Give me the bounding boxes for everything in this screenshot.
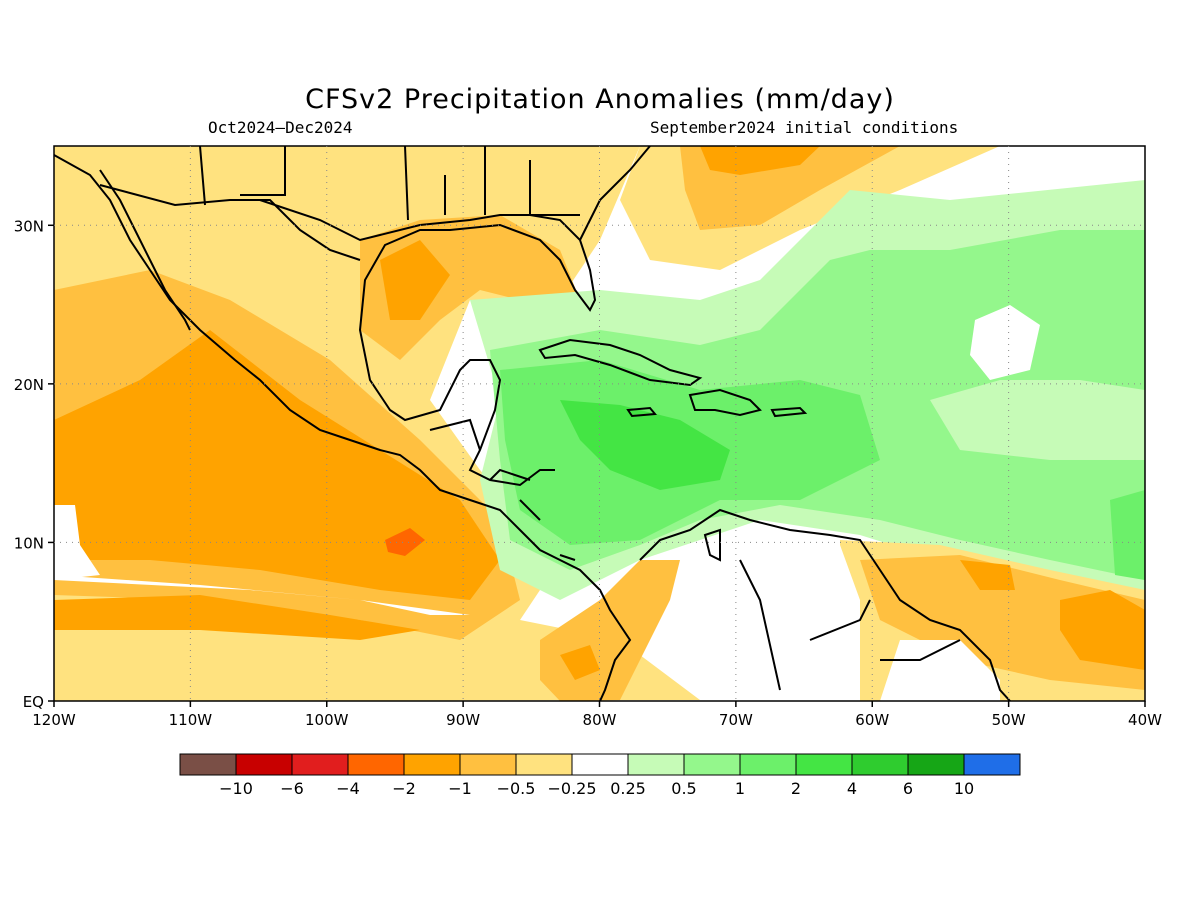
colorbar-swatch (291, 753, 349, 776)
colorbar: −10 −6 −4 −2 −1 −0.5 −0.25 0.25 0.5 1 2 4 6 10 (179, 753, 1021, 798)
coastline-hispaniola (688, 388, 762, 417)
coastline-lake-maracaibo (703, 528, 721, 562)
colorbar-label: 4 (847, 779, 857, 798)
colorbar-label: 2 (791, 779, 801, 798)
colorbar-label: −6 (280, 779, 304, 798)
colorbar-label: −1 (448, 779, 472, 798)
colorbar-label: −10 (219, 779, 253, 798)
colorbar-label: 6 (903, 779, 913, 798)
anomaly-field (54, 146, 1145, 701)
coastline-jamaica (626, 406, 657, 418)
colorbar-swatch (907, 753, 965, 776)
atlantic-white-patch-1 (970, 305, 1040, 380)
colorbar-swatch (739, 753, 797, 776)
colorbar-label: −2 (392, 779, 416, 798)
lon-tick-label: 60W (855, 711, 889, 729)
colorbar-label: 0.25 (610, 779, 646, 798)
colorbar-swatch (851, 753, 909, 776)
colorbar-swatch (683, 753, 741, 776)
lon-tick-label: 70W (719, 711, 753, 729)
colorbar-swatch (795, 753, 853, 776)
lon-tick-label: 90W (446, 711, 480, 729)
caribbean-wet-core (560, 400, 730, 490)
colorbar-swatch (459, 753, 517, 776)
south-atlantic-dry-moderate (860, 555, 1145, 690)
coastline-us-east (579, 146, 651, 241)
atlantic-north-dry-strong (700, 146, 820, 175)
atlantic-white-patch-2 (930, 380, 1145, 460)
latitude-axis: EQ 10N 20N 30N (14, 217, 54, 711)
colorbar-label: 0.5 (671, 779, 696, 798)
coastline-cuba (538, 338, 703, 387)
colorbar-swatch (963, 753, 1021, 776)
lat-tick-label: 30N (14, 217, 44, 235)
lon-tick-label: 110W (169, 711, 213, 729)
lon-tick-label: 40W (1128, 711, 1162, 729)
colorbar-label: −0.25 (547, 779, 596, 798)
pacific-dry-band (54, 595, 420, 640)
longitude-axis: 120W 110W 100W 90W 80W 70W 60W 50W 40W (32, 701, 1162, 729)
coastline-gulf (259, 199, 597, 487)
colorbar-swatch (571, 753, 629, 776)
colombia-dry-strong (560, 645, 600, 680)
lon-tick-label: 80W (583, 711, 617, 729)
colorbar-swatch (515, 753, 573, 776)
colorbar-swatch (403, 753, 461, 776)
south-atlantic-dry-strong (960, 560, 1145, 670)
pacific-white-gap (54, 505, 100, 580)
coastline-baja (99, 169, 191, 331)
initial-conditions: September2024 initial conditions (650, 118, 959, 137)
graticule (54, 146, 1145, 701)
coastline-south-america (639, 508, 1011, 701)
lat-tick-label: 10N (14, 534, 44, 552)
pacific-white-band (54, 575, 470, 615)
coastline-puerto-rico (770, 406, 808, 418)
lon-tick-label: 50W (992, 711, 1026, 729)
border-central-america (429, 418, 961, 691)
atlantic-wet-east (1110, 490, 1145, 580)
border-us-mexico (99, 184, 361, 261)
venezuela-neutral (700, 545, 860, 701)
pacific-dry-strong (54, 330, 500, 600)
brazil-neutral (880, 640, 1000, 701)
pacific-dry-peak (385, 528, 425, 556)
colorbar-swatch (347, 753, 405, 776)
colorbar-label: −0.5 (497, 779, 536, 798)
lon-tick-label: 120W (32, 711, 76, 729)
lat-tick-label: EQ (23, 693, 44, 711)
border-us-states (199, 146, 580, 221)
lat-tick-label: 20N (14, 376, 44, 394)
colorbar-label: 1 (735, 779, 745, 798)
coastlines (54, 146, 1011, 701)
colorbar-swatch (179, 753, 237, 776)
colorbar-swatch (627, 753, 685, 776)
coastline-mexico-pacific (54, 154, 632, 701)
gulf-dry-strong (380, 240, 450, 320)
map-title: CFSv2 Precipitation Anomalies (mm/day) (305, 84, 895, 115)
colorbar-swatch (235, 753, 293, 776)
forecast-period: Oct2024–Dec2024 (208, 118, 353, 137)
lon-tick-label: 100W (305, 711, 349, 729)
colorbar-label: −4 (336, 779, 360, 798)
colorbar-label: 10 (954, 779, 974, 798)
